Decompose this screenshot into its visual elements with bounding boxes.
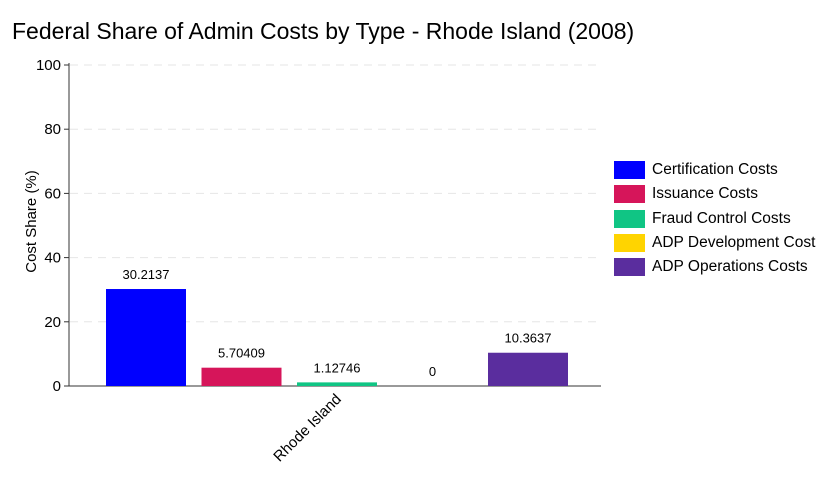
y-tick-label: 20 — [44, 314, 61, 331]
y-tick-label: 80 — [44, 121, 61, 138]
bar — [106, 289, 186, 386]
legend-item: ADP Operations Costs — [614, 255, 815, 279]
y-tick-label: 100 — [36, 57, 61, 74]
legend-label: ADP Development Cost — [652, 234, 816, 252]
legend-label: Fraud Control Costs — [652, 209, 791, 227]
bar — [201, 367, 282, 386]
bar — [297, 382, 377, 386]
y-tick-label: 0 — [53, 378, 61, 395]
legend-item: Issuance Costs — [614, 182, 815, 206]
x-tick-label: Rhode Island — [270, 391, 345, 466]
legend-label: Certification Costs — [652, 161, 778, 179]
legend-swatch — [614, 209, 645, 228]
legend-item: Certification Costs — [614, 158, 815, 182]
chart-title: Federal Share of Admin Costs by Type - R… — [12, 18, 635, 44]
legend-swatch — [614, 258, 645, 277]
legend-item: Fraud Control Costs — [614, 207, 815, 231]
legend-label: ADP Operations Costs — [652, 258, 808, 276]
legend-swatch — [614, 185, 645, 204]
y-tick-label: 40 — [44, 250, 61, 267]
legend-swatch — [614, 234, 645, 253]
legend-item: ADP Development Cost — [614, 231, 815, 255]
data-label: 1.12746 — [314, 360, 361, 375]
legend-swatch — [614, 161, 645, 180]
data-label: 10.3637 — [505, 331, 552, 346]
y-axis-label: Cost Share (%) — [23, 170, 40, 273]
y-tick-label: 60 — [44, 185, 61, 202]
legend: Certification Costs Issuance Costs Fraud C… — [614, 158, 815, 279]
data-label: 5.70409 — [218, 346, 265, 361]
data-label: 0 — [429, 364, 436, 379]
bar — [488, 352, 568, 386]
legend-label: Issuance Costs — [652, 185, 758, 203]
data-label: 30.2137 — [123, 267, 170, 282]
